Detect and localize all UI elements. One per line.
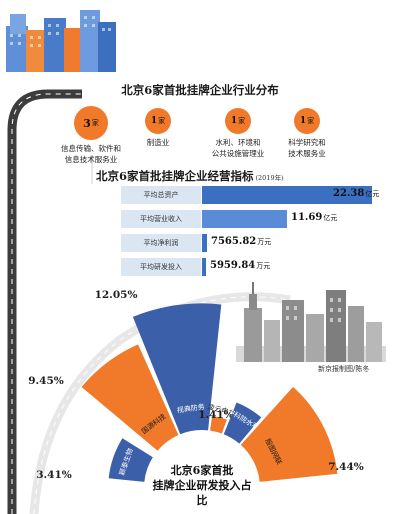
operations-label: 平均总资产 <box>143 191 179 199</box>
operations-label: 平均研发投入 <box>140 263 182 271</box>
operations-value: 7565.82万元 <box>211 236 272 247</box>
image-credit: 新京报制图/陈冬 <box>318 365 370 373</box>
rd-percent-label: 12.05% <box>95 289 138 301</box>
operations-row: 平均研发投入 5959.84万元 <box>121 258 381 276</box>
rd-bar-6 <box>240 386 338 482</box>
operations-row: 平均营业收入 11.69亿元 <box>121 210 381 228</box>
rd-bar-company-label: 视典防务 <box>176 402 205 415</box>
operations-bar <box>202 258 206 276</box>
rd-percent-label: 1.41% <box>198 409 234 421</box>
rd-bar-5 <box>223 402 262 444</box>
operations-value: 11.69亿元 <box>291 212 338 223</box>
rd-percent-label: 9.45% <box>28 375 64 387</box>
rd-percent-label: 7.44% <box>328 461 364 473</box>
operations-label: 平均营业收入 <box>140 215 182 223</box>
operations-label-background <box>121 234 201 252</box>
operations-label: 平均净利润 <box>143 239 179 247</box>
rd-bar-1 <box>108 438 153 482</box>
city-skyline-illustration <box>236 282 386 362</box>
industry-distribution-title: 北京6家首批挂牌企业行业分布 <box>121 83 279 97</box>
operations-value: 5959.84万元 <box>210 260 271 271</box>
industry-label: 信息传输、软件和 信息技术服务业 <box>61 144 121 164</box>
operations-label-background <box>121 186 201 204</box>
operations-label-background <box>121 258 201 276</box>
city-buildings-illustration <box>6 10 116 72</box>
operations-bar <box>202 234 207 252</box>
industry-label: 水利、环境和 公共设施管理业 <box>211 138 265 158</box>
operations-bar <box>202 186 372 204</box>
operations-bar <box>202 210 287 228</box>
operations-row: 平均总资产 22.38亿元 <box>121 186 381 204</box>
operations-value: 22.38亿元 <box>333 188 380 199</box>
rd-bar-2 <box>81 344 179 451</box>
rd-percent-label: 3.41% <box>36 469 72 481</box>
rd-bar-4 <box>210 415 227 434</box>
operations-label-background <box>121 210 201 228</box>
industry-label: 制造业 <box>146 138 170 147</box>
industry-label: 科学研究和 技术服务业 <box>288 138 326 158</box>
rd-chart-title: 北京6家首批 挂牌企业研发投入占比 <box>152 464 252 507</box>
operations-title: 北京6家首批挂牌企业经营指标 (2019年) <box>96 169 284 183</box>
operations-row: 平均净利润 7565.82万元 <box>121 234 381 252</box>
rd-bar-3 <box>132 303 222 435</box>
